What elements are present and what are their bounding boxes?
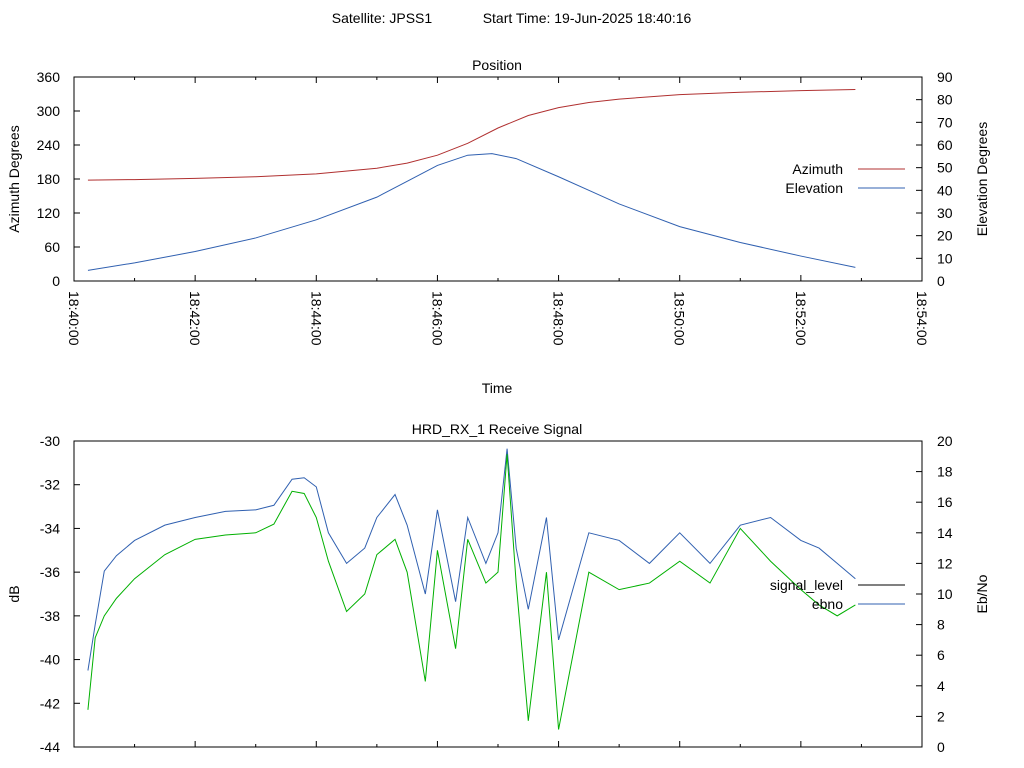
left-tick-label: -44 [40,739,60,755]
right-tick-label: 0 [937,273,945,289]
right-tick-label: 6 [937,647,945,663]
right-tick-label: 30 [937,205,953,221]
left-tick-label: -42 [40,695,60,711]
time-tick-label: 18:54:00 [914,291,930,346]
left-tick-label: -36 [40,564,60,580]
position-y2-axis-label: Elevation Degrees [974,122,990,236]
left-tick-label: 300 [37,103,61,119]
elevation-line [87,153,856,271]
left-tick-label: 180 [37,171,61,187]
right-tick-label: 60 [937,137,953,153]
signal-y-axis-label: dB [6,585,22,602]
left-tick-label: -34 [40,520,60,536]
position-legend: Azimuth Elevation [785,161,905,196]
time-tick-label: 18:48:00 [551,291,567,346]
unlabeled-line [87,454,856,730]
left-tick-label: 240 [37,137,61,153]
right-tick-label: 4 [937,678,945,694]
time-tick-label: 18:46:00 [429,291,445,346]
azimuth-legend-label: Azimuth [792,161,843,177]
position-right-axis: 0 10 20 30 40 50 60 70 80 90 [916,69,953,289]
left-tick-label: 0 [52,273,60,289]
signal-series-layer [87,448,856,730]
right-tick-label: 10 [937,586,953,602]
left-tick-label: -38 [40,608,60,624]
signal-plot-frame [73,440,923,748]
time-tick-label: 18:40:00 [66,291,82,346]
right-tick-label: 14 [937,525,953,541]
right-tick-label: 20 [937,433,953,449]
left-tick-label: 360 [37,69,61,85]
right-tick-label: 10 [937,250,953,266]
position-chart: Position 0 60 120 180 240 300 360 0 10 20 30 40 50 6… [6,57,990,396]
left-tick-label: 60 [44,239,60,255]
position-series-layer [87,88,856,271]
time-tick-label: 18:42:00 [187,291,203,346]
signal-time-axis [73,741,923,747]
ebno-line [87,448,856,671]
position-y-axis-label: Azimuth Degrees [6,125,22,232]
signal-left-axis: -44 -42 -40 -38 -36 -34 -32 -30 [40,433,80,755]
left-tick-label: -32 [40,477,60,493]
right-tick-label: 70 [937,114,953,130]
position-time-axis: 18:40:00 18:42:00 18:44:00 18:46:00 18:48:00… [66,77,930,346]
ebno-legend-label: ebno [812,596,843,612]
right-tick-label: 2 [937,708,945,724]
figure-header-start-time: Start Time: 19-Jun-2025 18:40:16 [483,10,692,26]
right-tick-label: 18 [937,464,953,480]
signal-right-axis: 0 2 4 6 8 10 12 14 16 18 20 [916,433,953,755]
signal-chart-title: HRD_RX_1 Receive Signal [412,421,582,437]
position-x-axis-label: Time [482,380,513,396]
right-tick-label: 80 [937,92,953,108]
position-chart-title: Position [472,57,522,73]
time-tick-label: 18:52:00 [793,291,809,346]
time-tick-label: 18:44:00 [308,291,324,346]
position-left-axis: 0 60 120 180 240 300 360 [37,69,80,289]
right-tick-label: 20 [937,228,953,244]
elevation-legend-label: Elevation [785,180,843,196]
time-tick-label: 18:50:00 [672,291,688,346]
right-tick-label: 16 [937,494,953,510]
azimuth-line [87,88,856,181]
left-tick-label: 120 [37,205,61,221]
signal-chart: HRD_RX_1 Receive Signal -44-42-40-38-36-… [6,421,990,755]
right-tick-label: 90 [937,69,953,85]
left-tick-label: -40 [40,652,60,668]
right-tick-label: 0 [937,739,945,755]
figure-header-satellite: Satellite: JPSS1 [332,10,433,26]
right-tick-label: 12 [937,555,953,571]
right-tick-label: 40 [937,182,953,198]
signal-level-legend-label: signal_level [770,577,843,593]
right-tick-label: 8 [937,617,945,633]
left-tick-label: -30 [40,433,60,449]
signal-y2-axis-label: Eb/No [974,574,990,613]
right-tick-label: 50 [937,160,953,176]
